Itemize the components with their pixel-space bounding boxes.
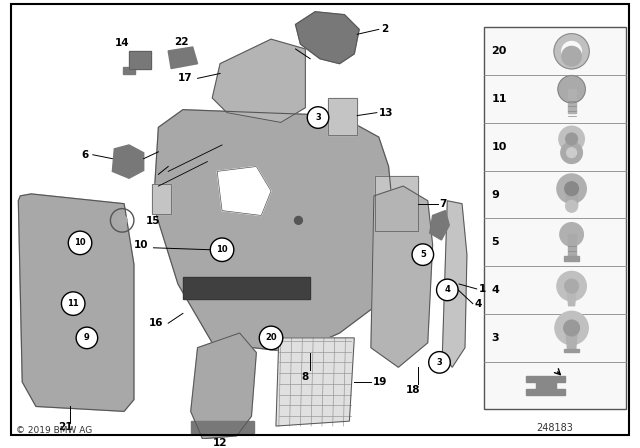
- Polygon shape: [566, 328, 577, 352]
- Polygon shape: [217, 167, 271, 215]
- Bar: [568, 89, 575, 113]
- Text: © 2019 BMW AG: © 2019 BMW AG: [17, 426, 93, 435]
- Circle shape: [559, 126, 584, 152]
- Text: 20: 20: [265, 333, 277, 342]
- Text: 10: 10: [492, 142, 507, 152]
- Circle shape: [560, 223, 583, 246]
- Text: 5: 5: [492, 237, 499, 247]
- Text: 3: 3: [492, 333, 499, 343]
- Bar: [191, 421, 254, 433]
- Circle shape: [566, 133, 577, 145]
- Text: 2: 2: [381, 24, 388, 34]
- Bar: [375, 177, 418, 231]
- Text: 9: 9: [84, 333, 90, 342]
- Text: 20: 20: [492, 46, 507, 56]
- Bar: [129, 51, 150, 69]
- Circle shape: [564, 182, 579, 195]
- Text: 13: 13: [379, 108, 393, 118]
- Bar: [566, 189, 577, 206]
- Bar: [568, 234, 575, 260]
- Text: 22: 22: [173, 37, 188, 47]
- Circle shape: [562, 47, 581, 66]
- Polygon shape: [113, 145, 144, 178]
- Text: 3: 3: [436, 358, 442, 367]
- Text: 11: 11: [67, 299, 79, 308]
- Polygon shape: [276, 338, 355, 426]
- Circle shape: [211, 238, 234, 262]
- Text: 8: 8: [301, 372, 309, 382]
- Circle shape: [61, 292, 85, 315]
- Polygon shape: [19, 194, 134, 411]
- Bar: [183, 277, 310, 299]
- Circle shape: [76, 327, 98, 349]
- Polygon shape: [168, 47, 198, 69]
- Bar: [183, 277, 310, 299]
- Polygon shape: [526, 376, 565, 395]
- Text: 10: 10: [134, 240, 148, 250]
- Bar: [152, 184, 171, 214]
- Text: 14: 14: [115, 38, 129, 48]
- Text: 1: 1: [479, 284, 486, 294]
- Polygon shape: [429, 211, 449, 240]
- Text: 16: 16: [148, 318, 163, 328]
- Polygon shape: [154, 110, 394, 353]
- Circle shape: [562, 42, 581, 61]
- Text: 15: 15: [147, 216, 161, 226]
- Text: 4: 4: [444, 285, 451, 294]
- Circle shape: [554, 34, 589, 69]
- Text: 18: 18: [406, 385, 420, 395]
- Circle shape: [294, 216, 302, 224]
- Bar: [328, 98, 357, 135]
- Text: 4: 4: [475, 299, 482, 309]
- Circle shape: [412, 244, 434, 265]
- Circle shape: [307, 107, 329, 128]
- Text: 17: 17: [178, 73, 193, 83]
- Text: 12: 12: [213, 438, 227, 448]
- Text: 6: 6: [82, 150, 89, 160]
- Text: 19: 19: [373, 377, 387, 387]
- Bar: [484, 27, 625, 409]
- Circle shape: [436, 279, 458, 301]
- Polygon shape: [191, 333, 257, 439]
- Bar: [152, 184, 171, 214]
- Text: 11: 11: [492, 94, 507, 104]
- Bar: [564, 256, 579, 261]
- Circle shape: [557, 271, 586, 301]
- Circle shape: [555, 311, 588, 345]
- Circle shape: [561, 142, 582, 164]
- Bar: [375, 177, 418, 231]
- Bar: [328, 98, 357, 135]
- Text: 21: 21: [58, 422, 72, 432]
- Text: 10: 10: [74, 238, 86, 247]
- Circle shape: [564, 279, 579, 293]
- Bar: [564, 349, 579, 353]
- Circle shape: [566, 148, 577, 158]
- Text: 3: 3: [315, 113, 321, 122]
- Polygon shape: [371, 186, 433, 367]
- Text: 248183: 248183: [536, 423, 573, 433]
- Text: 5: 5: [420, 250, 426, 259]
- Bar: [129, 51, 150, 69]
- Circle shape: [259, 326, 283, 349]
- Circle shape: [117, 215, 127, 225]
- Text: 7: 7: [440, 199, 447, 209]
- Circle shape: [558, 76, 586, 103]
- Text: 10: 10: [216, 245, 228, 254]
- Polygon shape: [212, 39, 305, 122]
- Circle shape: [68, 231, 92, 254]
- Circle shape: [564, 320, 579, 336]
- Circle shape: [557, 174, 586, 203]
- Polygon shape: [296, 12, 359, 64]
- Bar: [123, 67, 135, 74]
- Circle shape: [429, 352, 451, 373]
- Circle shape: [566, 200, 577, 212]
- Text: 9: 9: [492, 190, 499, 199]
- Polygon shape: [566, 286, 577, 306]
- Text: 4: 4: [492, 285, 499, 295]
- Polygon shape: [442, 201, 467, 367]
